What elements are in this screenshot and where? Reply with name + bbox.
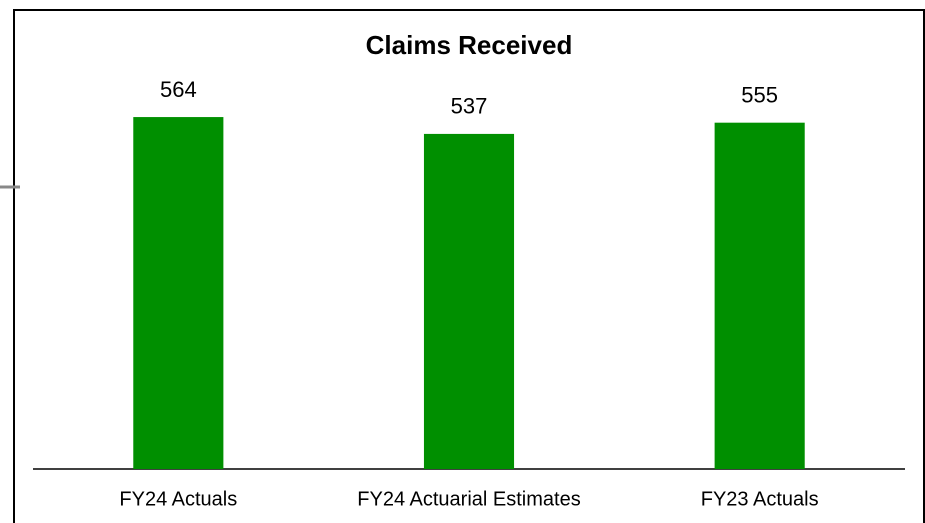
value-label: 537: [451, 94, 488, 119]
bar: [133, 117, 224, 470]
x-tick-label: FY24 Actuarial Estimates: [357, 488, 580, 510]
x-tick-label: FY24 Actuals: [119, 488, 237, 510]
value-label: 564: [160, 77, 197, 102]
x-tick-label: FY23 Actuals: [701, 488, 819, 510]
value-label: 555: [741, 82, 778, 107]
bar: [714, 122, 805, 470]
bar: [423, 133, 515, 470]
chart-title: Claims Received: [366, 30, 573, 60]
